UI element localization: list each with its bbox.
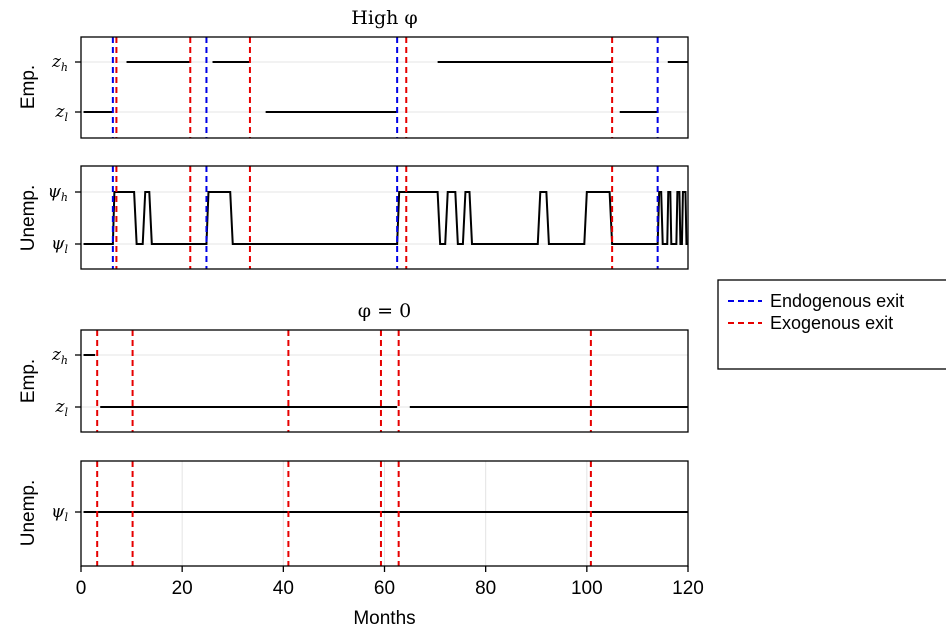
y-axis-label: Emp. [18, 65, 39, 109]
panel-2: ψh ψl Unemp. [18, 165, 689, 270]
x-tick-label: 60 [374, 578, 395, 599]
y-tick-label-0: ψh [48, 182, 68, 204]
legend-label: Endogenous exit [770, 291, 904, 311]
y-tick-label-1: zl [55, 397, 69, 419]
y-tick-label-0: zh [51, 345, 68, 367]
panel-frame [80, 36, 689, 139]
y-axis-label: Emp. [18, 359, 39, 403]
panel-frame [80, 165, 689, 270]
series-line [83, 191, 688, 245]
y-tick-label-1: ψl [51, 234, 68, 256]
section-title: φ = 0 [358, 300, 411, 322]
x-tick-label: 20 [172, 578, 193, 599]
x-tick-label: 80 [475, 578, 496, 599]
x-tick-label: 100 [571, 578, 603, 599]
panel-frame [80, 329, 689, 433]
panel-1: High φ zh zl Emp. [18, 7, 689, 139]
x-tick-label: 0 [76, 578, 87, 599]
x-axis-label: Months [353, 608, 415, 629]
legend-label: Exogenous exit [770, 313, 893, 333]
y-tick-label-0: ψl [51, 502, 68, 524]
y-axis-label: Unemp. [18, 480, 39, 547]
x-tick-label: 120 [672, 578, 704, 599]
panel-3: φ = 0 zh zl Emp. [18, 300, 689, 433]
y-axis-label: Unemp. [18, 185, 39, 252]
section-title: High φ [351, 7, 417, 29]
legend-box [717, 279, 946, 370]
x-tick-label: 40 [273, 578, 294, 599]
y-tick-label-1: zl [55, 102, 69, 124]
y-tick-label-0: zh [51, 52, 68, 74]
panel-4: ψl Unemp. [18, 460, 689, 567]
